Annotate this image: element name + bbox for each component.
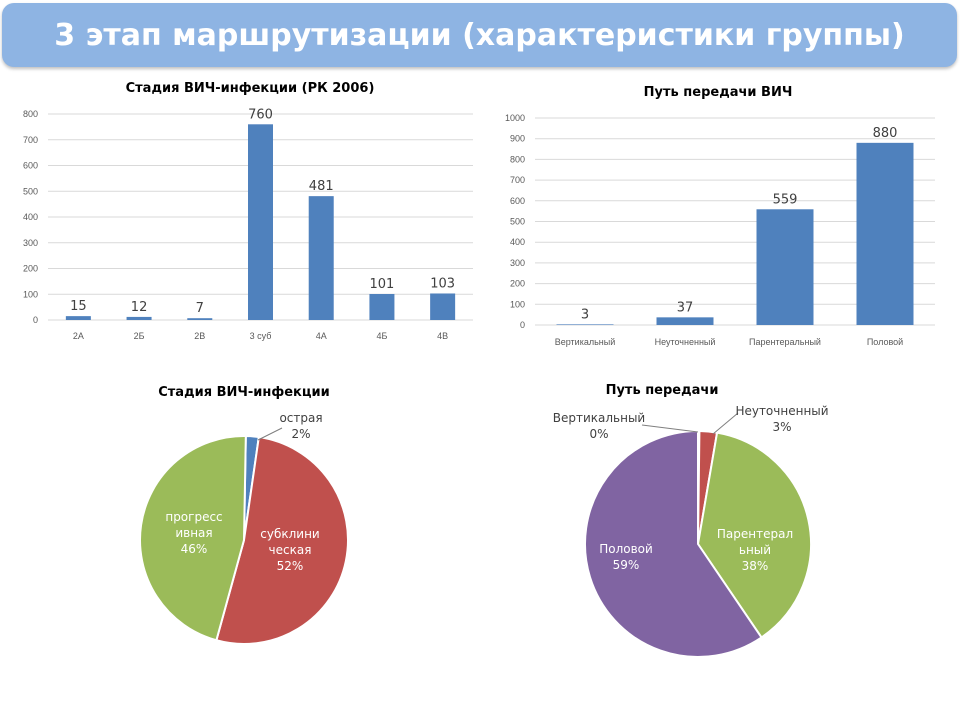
x-tick-label: Парентеральный: [749, 337, 821, 347]
x-tick-label: 2А: [73, 331, 84, 341]
leader-line: [712, 412, 739, 435]
pie-label: Половой: [599, 542, 653, 556]
bar: [126, 316, 152, 320]
data-label: 37: [677, 300, 694, 315]
leader-line: [641, 424, 699, 433]
data-label: 880: [873, 126, 898, 141]
y-tick-label: 100: [510, 299, 525, 309]
y-tick-label: 400: [23, 212, 38, 222]
x-tick-label: Неуточненный: [655, 337, 716, 347]
slide-title-bar: 3 этап маршрутизации (характеристики гру…: [2, 3, 957, 67]
pie-label: 59%: [613, 558, 640, 572]
pie-label: ьный: [739, 543, 771, 557]
bar: [430, 293, 456, 320]
data-label: 3: [581, 307, 589, 322]
bar: [187, 318, 213, 320]
bar: [556, 324, 614, 325]
x-tick-label: 3 суб: [250, 331, 272, 341]
y-tick-label: 700: [23, 135, 38, 145]
bar: [656, 317, 714, 325]
y-tick-label: 0: [520, 320, 525, 330]
pie-slice: [696, 431, 812, 639]
pie-label: 3%: [772, 420, 791, 434]
pie-slice: [584, 429, 763, 658]
data-label: 103: [430, 276, 455, 291]
y-tick-label: 500: [23, 186, 38, 196]
pie-label: субклини: [260, 527, 319, 541]
x-tick-label: 2Б: [134, 331, 145, 341]
pie-label: прогресс: [165, 510, 222, 524]
data-label: 15: [70, 299, 87, 314]
pie-label: Вертикальный: [553, 411, 645, 425]
data-label: 101: [370, 277, 395, 292]
pie-slice: [215, 435, 349, 645]
pie-label: 46%: [181, 542, 208, 556]
y-tick-label: 1000: [505, 113, 525, 123]
x-tick-label: 4А: [316, 331, 327, 341]
pie-label: ивная: [175, 526, 212, 540]
bar: [856, 142, 914, 325]
data-label: 760: [248, 107, 273, 122]
pie-label: ческая: [269, 543, 312, 557]
pie-label: 38%: [742, 559, 769, 573]
x-tick-label: Половой: [867, 337, 903, 347]
pie-label: острая: [279, 411, 322, 425]
data-label: 481: [309, 179, 334, 194]
y-tick-label: 800: [510, 154, 525, 164]
y-tick-label: 700: [510, 175, 525, 185]
y-tick-label: 800: [23, 109, 38, 119]
data-label: 559: [773, 192, 798, 207]
y-tick-label: 500: [510, 217, 525, 227]
pie-label: 2%: [291, 427, 310, 441]
x-tick-label: 2В: [194, 331, 205, 341]
pie-label: 52%: [277, 559, 304, 573]
data-label: 12: [131, 300, 148, 315]
leader-line: [257, 427, 283, 441]
data-label: 7: [196, 301, 204, 316]
y-tick-label: 300: [510, 258, 525, 268]
pie-label: Парентерал: [717, 527, 793, 541]
chart-title: Стадия ВИЧ-инфекции: [158, 385, 330, 400]
y-tick-label: 600: [510, 196, 525, 206]
chart-title: Путь передачи: [606, 383, 719, 398]
slide-title: 3 этап маршрутизации (характеристики гру…: [54, 17, 905, 53]
bar: [248, 124, 273, 320]
y-tick-label: 400: [510, 237, 525, 247]
x-tick-label: 4Б: [376, 331, 387, 341]
y-tick-label: 900: [510, 134, 525, 144]
chart-title: Путь передачи ВИЧ: [644, 85, 793, 100]
y-tick-label: 0: [33, 315, 38, 325]
y-tick-label: 300: [23, 238, 38, 248]
pie-slice: [139, 435, 247, 642]
y-tick-label: 200: [510, 279, 525, 289]
y-tick-label: 200: [23, 264, 38, 274]
bar: [65, 316, 91, 320]
bar: [308, 196, 334, 320]
chart-title: Стадия ВИЧ-инфекции (РК 2006): [126, 81, 375, 96]
bar: [369, 293, 395, 320]
pie-label: Неуточненный: [735, 404, 828, 418]
x-tick-label: 4В: [437, 331, 448, 341]
pie-label: 0%: [589, 427, 608, 441]
bar: [756, 209, 814, 325]
y-tick-label: 100: [23, 289, 38, 299]
x-tick-label: Вертикальный: [555, 337, 616, 347]
y-tick-label: 600: [23, 161, 38, 171]
